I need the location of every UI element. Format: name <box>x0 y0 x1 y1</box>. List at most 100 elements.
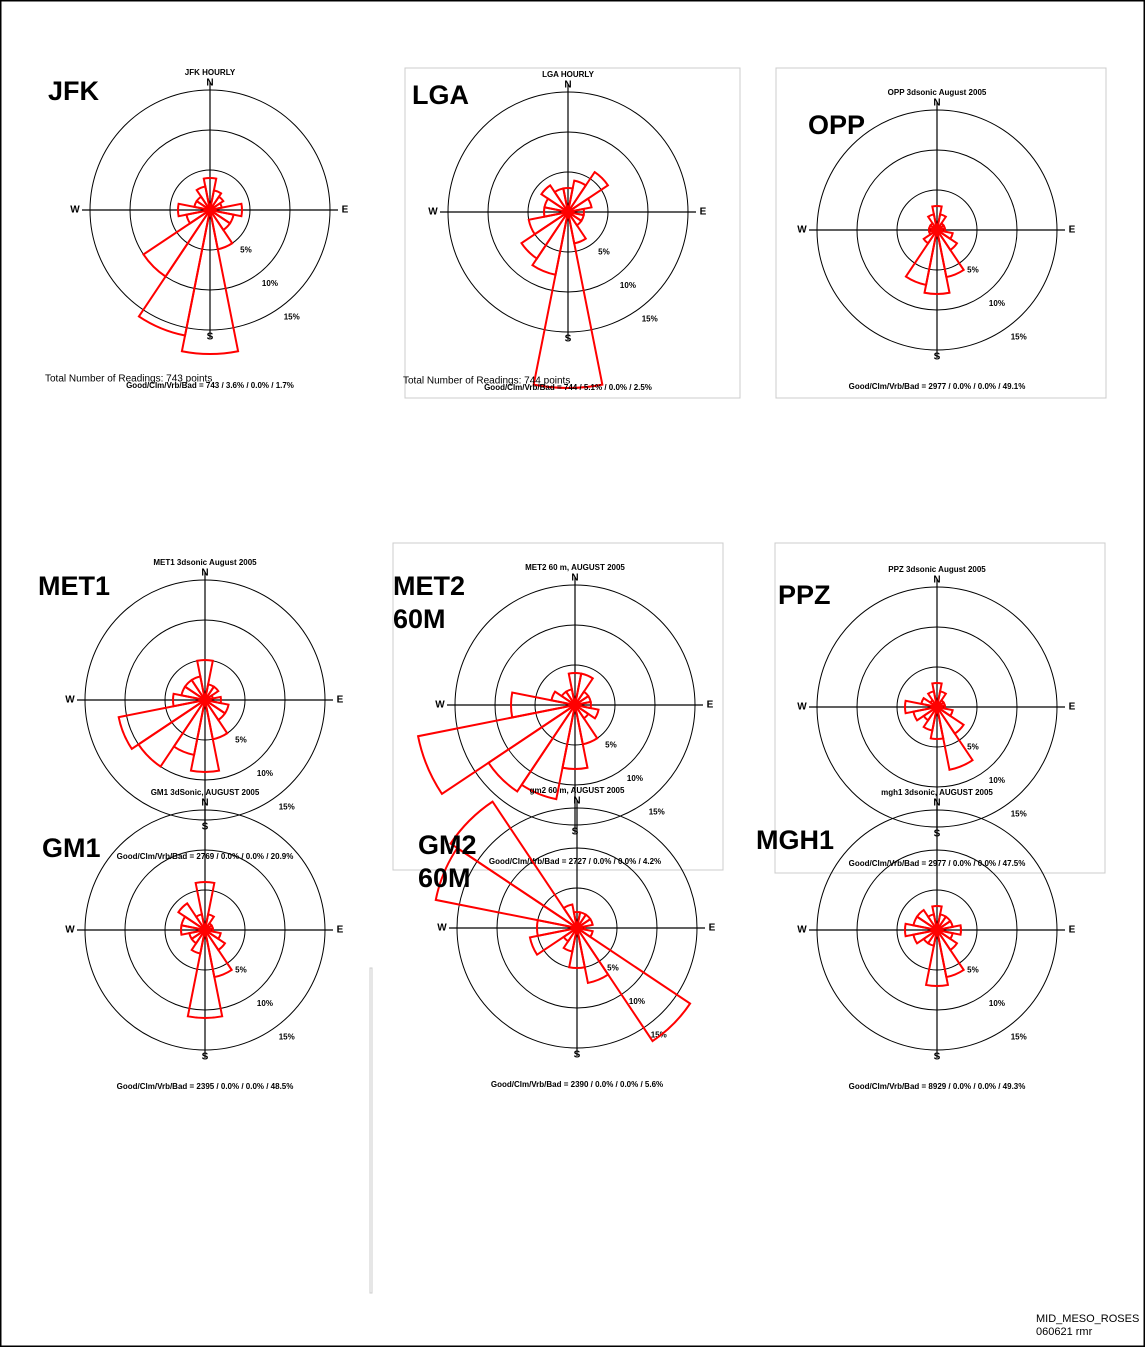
grid-ring <box>896 666 978 748</box>
sector-bar <box>550 690 576 706</box>
wind-rose-panel: 5% 10% 15% N E S W LGA HOURLY LGA Total Number of… <box>403 67 741 399</box>
grid-ring <box>84 809 326 1051</box>
sector-bar <box>528 927 578 957</box>
grid-ring <box>527 171 609 253</box>
sector-bar <box>202 177 218 211</box>
ring-label: 10% <box>257 769 273 778</box>
sector-bar <box>196 659 214 701</box>
station-label: MET2 <box>393 571 465 601</box>
sector-bar <box>931 205 943 231</box>
ring-label: 15% <box>651 1030 667 1039</box>
sector-bar <box>209 202 243 218</box>
grid-ring <box>856 149 1018 311</box>
sector-bar <box>574 672 595 706</box>
grid-ring <box>454 584 696 826</box>
station-label: 60M <box>393 604 446 634</box>
sector-bar <box>920 696 938 708</box>
direction-label: S <box>207 332 214 343</box>
wind-rose-panel: 5% 10% 15% N E S W JFK HOURLY JFK Total Number of… <box>45 68 349 390</box>
sector-bar <box>574 704 600 720</box>
grid-ring <box>124 849 286 1011</box>
sector-bar <box>190 929 206 955</box>
sector-bar <box>576 927 610 985</box>
sector-bar <box>209 195 225 211</box>
direction-label: W <box>437 923 447 934</box>
grid-ring <box>89 89 331 331</box>
ring-label: 15% <box>1011 332 1027 341</box>
ring-label: 15% <box>649 807 665 816</box>
sector-bar <box>186 929 224 1019</box>
grid-ring <box>816 809 1058 1051</box>
sector-bar <box>553 187 569 213</box>
sector-bar <box>576 927 692 1043</box>
ring-label: 10% <box>989 999 1005 1008</box>
sector-bar <box>487 704 576 793</box>
sector-bar <box>449 800 578 929</box>
sector-bar <box>564 688 576 706</box>
chart-title: JFK HOURLY <box>185 68 236 77</box>
direction-label: W <box>435 700 445 711</box>
chart-title: GM1 3dSonic, AUGUST 2005 <box>151 788 260 797</box>
grid-ring <box>534 664 616 746</box>
ring-label: 5% <box>967 742 979 751</box>
chart-title: MET2 60 m, AUGUST 2005 <box>525 563 625 572</box>
sector-bar <box>922 706 938 732</box>
station-label: MGH1 <box>756 825 834 855</box>
direction-label: S <box>565 334 572 345</box>
footer-text: Good/Clm/Vrb/Bad = 2390 / 0.0% / 0.0% / … <box>491 1080 663 1089</box>
sector-bar <box>567 170 610 213</box>
sector-bar <box>540 184 569 213</box>
readings-text: Total Number of Readings: 743 points <box>45 374 212 385</box>
ring-label: 10% <box>627 774 643 783</box>
sector-bar <box>531 211 569 276</box>
ring-label: 15% <box>1011 1032 1027 1041</box>
sector-bar <box>924 929 950 987</box>
sector-bar <box>926 913 938 931</box>
ring-label: 5% <box>598 247 610 256</box>
ring-label: 10% <box>262 279 278 288</box>
direction-label: N <box>573 796 580 807</box>
grid-ring <box>456 807 698 1049</box>
sector-bar <box>931 905 943 931</box>
sector-bar <box>904 229 938 287</box>
chart-title: LGA HOURLY <box>542 70 595 79</box>
sector-bar <box>177 902 206 931</box>
direction-label: N <box>571 573 578 584</box>
chart-title: OPP 3dsonic August 2005 <box>888 88 987 97</box>
panel-frame <box>392 542 724 871</box>
direction-label: W <box>797 225 807 236</box>
direction-label: N <box>201 568 208 579</box>
footer-text: Good/Clm/Vrb/Bad = 743 / 3.6% / 0.0% / 1… <box>126 381 294 390</box>
grid-ring <box>124 619 286 781</box>
sector-bar <box>568 927 586 969</box>
station-label: MET1 <box>38 571 110 601</box>
grid-ring <box>487 131 649 293</box>
ring-label: 15% <box>1011 809 1027 818</box>
sector-bar <box>567 197 593 213</box>
corner-note: MID_MESO_ROSES <box>1036 1313 1139 1325</box>
grid-ring <box>164 889 246 971</box>
direction-label: W <box>428 207 438 218</box>
ring-label: 5% <box>235 735 247 744</box>
readings-text: Total Number of Readings: 744 points <box>403 376 570 387</box>
grid-ring <box>129 129 291 291</box>
direction-label: E <box>337 695 344 706</box>
ring-label: 15% <box>642 314 658 323</box>
sector-bar <box>936 690 948 708</box>
ring-label: 5% <box>235 965 247 974</box>
sector-bar <box>190 675 206 701</box>
sector-bar <box>926 213 938 231</box>
station-label: PPZ <box>778 580 831 610</box>
direction-label: W <box>797 925 807 936</box>
sector-bar <box>137 209 211 337</box>
sector-bar <box>177 202 211 218</box>
sector-bar <box>142 209 211 278</box>
direction-label: N <box>201 798 208 809</box>
direction-label: S <box>572 827 579 838</box>
grid-ring <box>447 91 689 333</box>
station-label: LGA <box>412 80 469 110</box>
sector-bar <box>926 690 938 708</box>
sector-bar <box>576 917 594 929</box>
sector-bar <box>180 209 240 355</box>
